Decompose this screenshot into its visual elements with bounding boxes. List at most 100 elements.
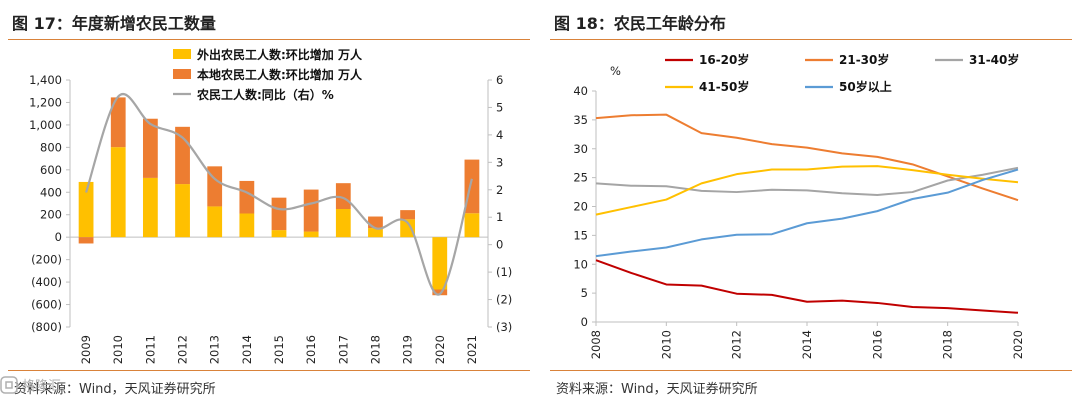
legend-label: 本地农民工人数:环比增加 万人 [197,67,363,82]
y-tick-label: 25 [573,171,588,185]
y2-tick-label: 2 [496,183,503,197]
y2-tick-label: 6 [496,73,503,87]
y-tick-label: (800) [31,320,62,334]
bar-local-migrant [239,180,255,214]
y-tick-label: 400 [40,185,62,199]
series-line-50岁以上 [595,168,1019,258]
y-unit-label: % [610,64,621,78]
x-tick-label: 2018 [368,335,382,364]
y-tick-label: 1,400 [29,73,62,87]
y2-tick-label: 3 [496,155,503,169]
bar-outbound-migrant [400,219,416,238]
y2-tick-label: 4 [496,128,503,142]
y-tick-label: 20 [573,200,588,214]
y-tick-label: 800 [40,140,62,154]
x-tick-label: 2016 [870,330,884,359]
right-title-rule [550,39,1072,40]
y-tick-label: 0 [55,230,62,244]
legend-label: 50岁以上 [839,79,892,94]
y-tick-label: 200 [40,208,62,222]
left-title-rule [8,39,530,40]
y-tick-label: 1,200 [29,95,62,109]
legend-label: 外出农民工人数:环比增加 万人 [197,47,363,62]
left-panel: 图 17：年度新增农民工数量 1,400 1,200 1,000 800 600 400 2… [8,0,538,402]
bar-outbound-migrant [207,206,223,238]
series-line-41-50岁 [595,165,1019,216]
legend-swatch [173,49,191,59]
left-source: 资料来源：Wind，天风证券研究所 [14,382,216,397]
line-migrant-yoy [85,92,473,296]
x-tick-label: 2020 [1011,330,1025,359]
y-tick-label: 15 [573,228,588,242]
y-tick-label: 5 [581,286,588,300]
x-tick-label: 2014 [240,335,254,364]
x-tick-label: 2016 [304,335,318,364]
x-tick-label: 2018 [941,330,955,359]
bar-outbound-migrant [432,237,448,290]
bar-local-migrant [303,189,319,232]
legend-label: 31-40岁 [969,52,1019,67]
gelonghui-logo-icon: 格隆汇 [0,376,61,394]
x-tick-label: 2020 [433,335,447,364]
y2-tick-label: (2) [496,293,512,307]
y-tick-label: 30 [573,142,588,156]
bar-outbound-migrant [464,213,480,238]
x-tick-label: 2013 [208,335,222,364]
legend-label: 41-50岁 [699,79,749,94]
y-tick-label: 600 [40,163,62,177]
left-source-rule [8,370,530,371]
bar-local-migrant [335,183,351,210]
x-tick-label: 2010 [111,335,125,364]
left-chart: 1,400 1,200 1,000 800 600 400 200 0 (200) (400) (6… [29,47,512,364]
y-tick-label: (400) [31,275,62,289]
right-source: 资料来源：Wind，天风证券研究所 [556,382,758,397]
bar-local-migrant [110,97,126,148]
left-figure-title: 图 17：年度新增农民工数量 [12,14,216,33]
right-source-rule [550,370,1072,371]
y-tick-label: (600) [31,298,62,312]
bar-outbound-migrant [335,209,351,238]
y2-tick-label: 0 [496,238,503,252]
bar-local-migrant [271,197,287,231]
y2-tick-label: 5 [496,100,503,114]
y-tick-label: (200) [31,253,62,267]
bar-outbound-migrant [239,213,255,238]
y2-tick-label: 1 [496,210,503,224]
right-figure-title: 图 18：农民工年龄分布 [554,14,726,33]
x-tick-label: 2008 [589,330,603,359]
series-line-16-20岁 [595,259,1019,314]
x-tick-label: 2019 [401,335,415,364]
y-tick-label: 1,000 [29,118,62,132]
y2-tick-label: (1) [496,265,512,279]
legend-label: 21-30岁 [839,52,889,67]
series-line-31-40岁 [595,166,1019,196]
x-tick-label: 2021 [465,335,479,364]
x-tick-label: 2014 [800,330,814,359]
bar-outbound-migrant [142,177,158,238]
right-panel: 图 18：农民工年龄分布 40 35 30 25 20 15 10 5 0% 2008 2010 20… [550,0,1080,402]
bar-outbound-migrant [271,230,287,238]
x-tick-label: 2012 [176,335,190,364]
y2-tick-label: (3) [496,320,512,334]
x-tick-label: 2010 [659,330,673,359]
legend-label: 农民工人数:同比（右）% [196,87,334,102]
y-tick-label: 35 [573,113,588,127]
y-tick-label: 0 [581,315,588,329]
bar-outbound-migrant [368,228,383,238]
series-line-21-30岁 [595,113,1019,202]
bar-local-migrant [464,159,480,214]
bar-local-migrant [142,118,158,178]
bar-local-migrant [432,289,448,296]
bar-local-migrant [400,210,416,220]
y-tick-label: 10 [573,257,588,271]
y-tick-label: 40 [573,84,588,98]
bar-outbound-migrant [303,231,319,238]
bar-local-migrant [78,237,94,244]
logo-text: 格隆汇 [22,378,61,394]
bar-outbound-migrant [110,147,126,238]
x-tick-label: 2009 [79,335,93,364]
legend-label: 16-20岁 [699,52,749,67]
bar-local-migrant [368,216,383,229]
x-tick-label: 2011 [143,335,157,364]
x-tick-label: 2012 [730,330,744,359]
